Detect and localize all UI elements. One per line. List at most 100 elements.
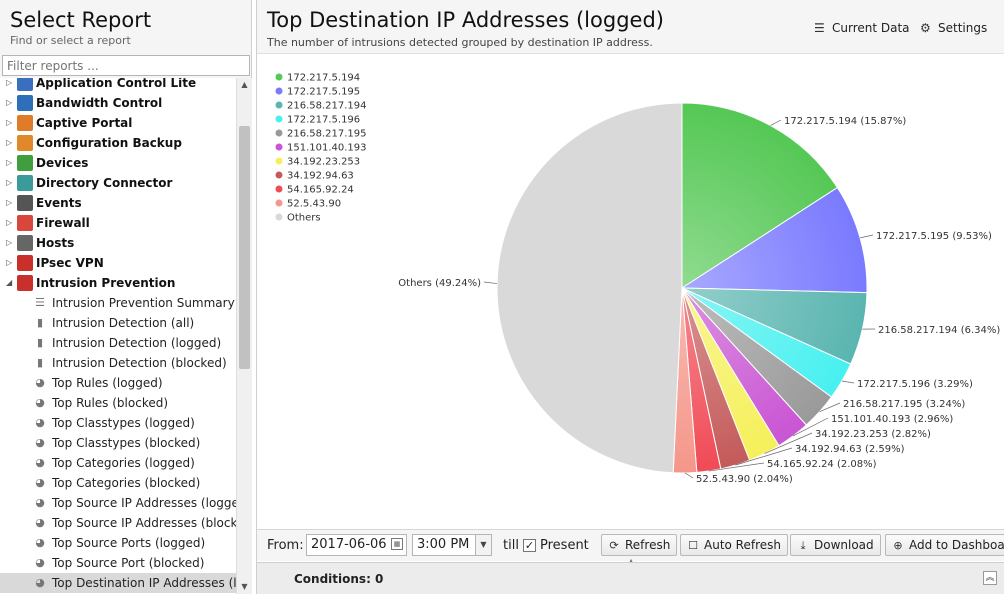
events-icon (17, 195, 33, 211)
hosts-icon (17, 235, 33, 251)
tree-category[interactable]: ▷ Firewall (0, 213, 236, 233)
expand-up-icon[interactable]: ︽ (983, 571, 997, 585)
from-date-input[interactable]: 2017-06-06 ▦ (306, 534, 407, 556)
tree-collapsed-arrow-icon[interactable]: ▷ (6, 258, 13, 267)
tree-collapsed-arrow-icon[interactable]: ▷ (6, 138, 13, 147)
legend-marker[interactable] (275, 143, 283, 151)
tree-category[interactable]: ▷ Bandwidth Control (0, 93, 236, 113)
tree-report-item[interactable]: ◕ Top Rules (logged) (0, 373, 236, 393)
scroll-up-arrow-icon[interactable]: ▲ (241, 80, 248, 89)
legend-marker[interactable] (275, 73, 283, 81)
report-toolbar: From: 2017-06-06 ▦ 3:00 PM ▼ till ✓ Pres… (257, 529, 1004, 561)
tree-report-item[interactable]: ☰ Intrusion Prevention Summary (0, 293, 236, 313)
legend-entry[interactable]: 52.5.43.90 (287, 199, 341, 210)
tree-category[interactable]: ▷ IPsec VPN (0, 253, 236, 273)
conditions-bar[interactable]: Conditions: 0 ︽ (257, 562, 1004, 594)
legend-entry[interactable]: 172.217.5.195 (287, 87, 360, 98)
pie-chart-icon: ◕ (35, 536, 45, 549)
scroll-thumb[interactable] (239, 126, 250, 369)
legend-entry[interactable]: Others (287, 213, 321, 224)
current-data-button[interactable]: ☰ Current Data (814, 19, 910, 37)
legend-entry[interactable]: 34.192.94.63 (287, 171, 354, 182)
pie-leader-line (708, 462, 765, 472)
tree-collapsed-arrow-icon[interactable]: ▷ (6, 118, 13, 127)
legend-marker[interactable] (275, 87, 283, 95)
tree-category[interactable]: ◢ Intrusion Prevention (0, 273, 236, 293)
legend-marker[interactable] (275, 101, 283, 109)
tree-collapsed-arrow-icon[interactable]: ▷ (6, 158, 13, 167)
tree-report-item[interactable]: ◕ Top Classtypes (logged) (0, 413, 236, 433)
checkbox-empty-icon: ☐ (688, 539, 698, 552)
tree-category[interactable]: ▷ Hosts (0, 233, 236, 253)
tree-collapsed-arrow-icon[interactable]: ▷ (6, 198, 13, 207)
pie-leader-line (841, 380, 855, 384)
legend-entry[interactable]: 151.101.40.193 (287, 143, 367, 154)
tree-category-label: Directory Connector (36, 176, 173, 190)
refresh-button[interactable]: ⟳ Refresh (601, 534, 678, 556)
add-to-dashboard-button[interactable]: ⊕ Add to Dashboar (885, 534, 1004, 556)
tree-category-label: Devices (36, 156, 89, 170)
current-data-label: Current Data (832, 21, 910, 35)
tree-category[interactable]: ▷ Configuration Backup (0, 133, 236, 153)
scroll-down-arrow-icon[interactable]: ▼ (241, 582, 248, 591)
auto-refresh-button[interactable]: ☐ Auto Refresh (680, 534, 788, 556)
pie-chart-icon: ◕ (35, 396, 45, 409)
tree-report-item[interactable]: ◕ Top Source Ports (logged) (0, 533, 236, 553)
tree-collapsed-arrow-icon[interactable]: ▷ (6, 98, 13, 107)
tree-report-item[interactable]: ◕ Top Source IP Addresses (blocked) (0, 513, 236, 533)
legend-entry[interactable]: 216.58.217.195 (287, 129, 367, 140)
report-tree-scrollbar[interactable]: ▲ ▼ (236, 78, 252, 594)
tree-report-item[interactable]: ◕ Top Source Port (blocked) (0, 553, 236, 573)
tree-collapsed-arrow-icon[interactable]: ▷ (6, 78, 13, 87)
legend-marker[interactable] (275, 129, 283, 137)
legend-marker[interactable] (275, 157, 283, 165)
tree-report-item[interactable]: ◕ Top Classtypes (blocked) (0, 433, 236, 453)
legend-marker[interactable] (275, 185, 283, 193)
calendar-icon[interactable]: ▦ (391, 538, 403, 550)
tree-category[interactable]: ▷ Devices (0, 153, 236, 173)
tree-category[interactable]: ▷ Application Control Lite (0, 78, 236, 93)
tree-collapsed-arrow-icon[interactable]: ▷ (6, 238, 13, 247)
tree-category-label: Bandwidth Control (36, 96, 163, 110)
legend-marker[interactable] (275, 171, 283, 179)
pie-leader-line (860, 234, 874, 239)
present-checkbox[interactable]: ✓ (523, 539, 536, 552)
legend-entry[interactable]: 172.217.5.194 (287, 73, 360, 84)
tree-collapsed-arrow-icon[interactable]: ▷ (6, 218, 13, 227)
pie-data-label: 34.192.23.253 (2.82%) (815, 429, 931, 440)
filter-reports-input[interactable] (2, 55, 250, 76)
tree-category[interactable]: ▷ Captive Portal (0, 113, 236, 133)
legend-marker[interactable] (275, 213, 283, 221)
pie-slice[interactable] (496, 102, 683, 474)
download-button[interactable]: ⤓ Download (790, 534, 881, 556)
from-time-select[interactable]: 3:00 PM ▼ (412, 534, 492, 556)
tree-report-item[interactable]: ◕ Top Categories (blocked) (0, 473, 236, 493)
pie-chart: 172.217.5.194 (15.87%) 172.217.5.195 (9.5… (275, 73, 1000, 485)
tree-report-item[interactable]: ◕ Top Rules (blocked) (0, 393, 236, 413)
legend-entry[interactable]: 172.217.5.196 (287, 115, 360, 126)
tree-category[interactable]: ▷ Directory Connector (0, 173, 236, 193)
legend-entry[interactable]: 54.165.92.24 (287, 185, 354, 196)
legend-marker[interactable] (275, 115, 283, 123)
legend-entry[interactable]: 216.58.217.194 (287, 101, 367, 112)
present-label: Present (540, 538, 589, 553)
tree-report-item[interactable]: ▮ Intrusion Detection (blocked) (0, 353, 236, 373)
text-lines-icon: ☰ (35, 296, 45, 309)
tree-report-item[interactable]: ▮ Intrusion Detection (all) (0, 313, 236, 333)
resize-grip-icon[interactable]: ▴ (628, 556, 633, 565)
tree-collapsed-arrow-icon[interactable]: ▷ (6, 178, 13, 187)
settings-button[interactable]: ⚙ Settings (920, 19, 987, 37)
pie-chart-icon: ◕ (35, 456, 45, 469)
tree-report-label: Top Source Port (blocked) (52, 556, 205, 570)
tree-report-item[interactable]: ▮ Intrusion Detection (logged) (0, 333, 236, 353)
legend-marker[interactable] (275, 199, 283, 207)
tree-report-item[interactable]: ◕ Top Source IP Addresses (logged) (0, 493, 236, 513)
report-panel: Top Destination IP Addresses (logged) Th… (256, 0, 1004, 594)
tree-expanded-arrow-icon[interactable]: ◢ (6, 278, 13, 287)
tree-report-item[interactable]: ◕ Top Categories (logged) (0, 453, 236, 473)
chevron-down-icon[interactable]: ▼ (475, 535, 491, 555)
tree-category[interactable]: ▷ Events (0, 193, 236, 213)
legend-entry[interactable]: 34.192.23.253 (287, 157, 360, 168)
tree-category-label: Events (36, 196, 82, 210)
tree-report-item[interactable]: ◕ Top Destination IP Addresses (lo... (0, 573, 236, 593)
